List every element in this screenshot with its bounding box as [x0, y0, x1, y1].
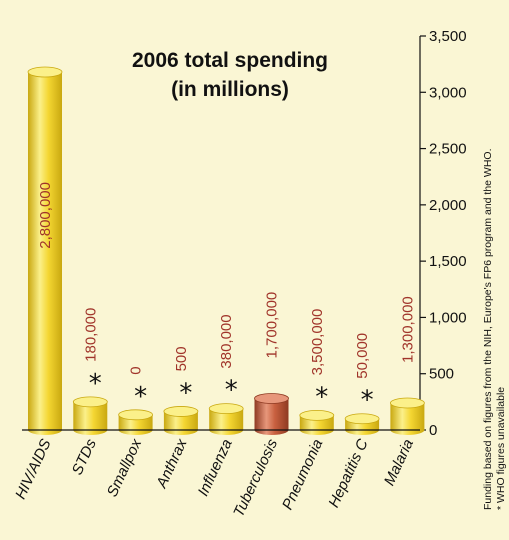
bar-top [344, 413, 380, 425]
bar-top [389, 397, 425, 409]
data-label: 380,000 [218, 314, 235, 368]
data-label: 2,800,000 [37, 182, 54, 249]
chart-title-line-2: (in millions) [171, 78, 289, 101]
bar [390, 402, 425, 435]
data-label: 0 [128, 366, 145, 374]
bar [209, 408, 244, 435]
category-label: Smallpox [104, 436, 146, 500]
bar-top [118, 409, 154, 421]
y-tick-label: 1,000 [429, 309, 467, 326]
category-label: HIV/AIDS [12, 437, 55, 502]
data-label: 50,000 [354, 333, 371, 379]
bar-top [27, 66, 63, 78]
y-tick-label: 1,500 [429, 253, 467, 270]
y-tick-label: 3,500 [429, 28, 467, 45]
who-unavailable-marker: * [134, 382, 147, 412]
bar [254, 398, 289, 435]
who-unavailable-marker: * [315, 382, 328, 412]
bar [73, 401, 108, 435]
y-tick-label: 500 [429, 366, 454, 383]
who-unavailable-marker: * [179, 378, 192, 408]
category-label: Pneumonia [279, 437, 326, 513]
bar-top [72, 396, 108, 408]
data-label: 3,500,000 [309, 309, 326, 376]
bar-top [163, 406, 199, 417]
bar [163, 411, 198, 435]
source-note: Funding based on figures from the NIH, E… [482, 148, 494, 510]
who-unavailable-marker: * [225, 376, 238, 406]
plot-area: 0 500 1,000 1,500 2,000 2,500 3,000 3,500 2,800,… [12, 28, 466, 520]
y-tick-label: 0 [429, 422, 437, 439]
who-unavailable-marker: * [89, 369, 102, 399]
data-label: 180,000 [82, 308, 99, 362]
category-label: STDs [69, 436, 100, 478]
category-label: Anthrax [153, 436, 191, 491]
y-tick-label: 3,000 [429, 84, 467, 101]
bar-top [254, 393, 289, 404]
category-label: Tuberculosis [230, 436, 281, 520]
bar-top [299, 409, 335, 421]
data-label: 1,700,000 [264, 292, 281, 359]
bar [28, 72, 62, 435]
bar-top [208, 403, 244, 415]
data-label: 1,300,000 [399, 296, 416, 363]
chart-title-line-1: 2006 total spending [132, 49, 328, 72]
footnote: * WHO figures unavailable [495, 387, 507, 510]
who-unavailable-marker: * [361, 386, 374, 416]
category-label: Influenza [195, 437, 236, 499]
y-tick-label: 2,000 [429, 197, 467, 214]
category-label: Malaria [381, 437, 417, 489]
data-label: 500 [173, 346, 190, 371]
category-label: Hepatitis C [325, 436, 371, 510]
y-tick-label: 2,500 [429, 141, 467, 158]
